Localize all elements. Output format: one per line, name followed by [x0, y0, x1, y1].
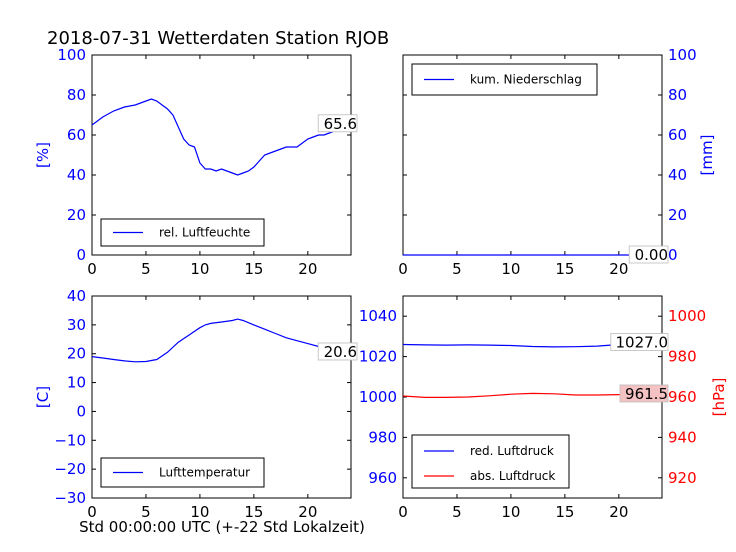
x-tick-label: 15	[555, 503, 574, 521]
series-line-humidity-0	[91, 98, 352, 176]
x-tick-label: 0	[87, 260, 97, 278]
y-right-axis-label: [hPa]	[710, 378, 728, 417]
series-line-temperature-0	[91, 318, 352, 363]
value-annotation: 1027.0	[616, 333, 669, 351]
y-tick-label: 980	[368, 428, 397, 446]
y-tick-label: 40	[668, 166, 687, 184]
y-axis-label: [mm]	[698, 135, 716, 176]
legend-entry: red. Luftdruck	[470, 444, 554, 458]
panel-humidity: 0 5 10 15 20 0 20 40 60 80 100 [%] 65.6 rel. Luftfeuc…	[34, 46, 358, 278]
y-right-tick-label: 960	[668, 388, 697, 406]
figure-title: 2018-07-31 Wetterdaten Station RJOB	[47, 28, 389, 49]
y-right-tick-label: 940	[668, 428, 697, 446]
value-annotation-box	[628, 245, 669, 264]
x-tick-label: 10	[190, 503, 209, 521]
panel-precipitation: 0 5 10 15 20 0 20 40 60 80 100 [mm] 0.00 kum. Nieders…	[398, 46, 716, 278]
x-tick-label: 0	[398, 260, 408, 278]
y-tick-label: 1000	[359, 388, 397, 406]
y-tick-label: 10	[67, 374, 86, 392]
y-tick-label: 40	[67, 287, 86, 305]
x-tick-label: 15	[555, 260, 574, 278]
y-right-tick-label: 980	[668, 348, 697, 366]
panel-temperature: 0 5 10 15 20 −30 −20 −10 0 10 20 30 40 [C] 20.6 Lufttem…	[34, 287, 365, 536]
x-tick-label: 20	[298, 260, 317, 278]
value-annotation: 65.6	[324, 115, 357, 133]
value-annotation-box	[610, 333, 669, 351]
y-tick-label: 60	[668, 126, 687, 144]
x-tick-label: 15	[244, 260, 263, 278]
value-annotation-box	[619, 384, 669, 403]
value-annotation-box	[317, 342, 358, 361]
y-right-tick-label: 920	[668, 469, 697, 487]
x-tick-label: 20	[609, 503, 628, 521]
x-tick-label: 5	[452, 260, 462, 278]
y-tick-label: 20	[67, 345, 86, 363]
value-annotation: 0.00	[635, 246, 668, 264]
y-tick-label: 30	[67, 316, 86, 334]
y-tick-label: 20	[67, 206, 86, 224]
x-tick-label: 10	[190, 260, 209, 278]
series-line-pressure-1	[402, 392, 663, 398]
legend-entry: Lufttemperatur	[159, 466, 250, 480]
y-tick-label: 100	[57, 46, 86, 64]
legend-entry: abs. Luftdruck	[470, 469, 555, 483]
legend-entry: kum. Niederschlag	[470, 73, 582, 87]
y-axis-label: [%]	[34, 142, 52, 168]
legend-box	[411, 434, 570, 489]
value-annotation-box	[317, 114, 358, 133]
y-tick-label: −20	[54, 460, 86, 478]
y-tick-label: −10	[54, 431, 86, 449]
x-tick-label: 5	[452, 503, 462, 521]
legend-entry: rel. Luftfeuchte	[159, 226, 250, 240]
x-tick-label: 0	[398, 503, 408, 521]
x-tick-label: 15	[244, 503, 263, 521]
y-tick-label: 0	[668, 246, 678, 264]
y-tick-label: 1020	[359, 348, 397, 366]
x-tick-label: 20	[609, 260, 628, 278]
y-tick-label: −30	[54, 489, 86, 507]
y-tick-label: 20	[668, 206, 687, 224]
value-annotation: 20.6	[324, 343, 357, 361]
y-tick-label: 60	[67, 126, 86, 144]
x-tick-label: 10	[501, 260, 520, 278]
x-tick-label: 0	[87, 503, 97, 521]
y-tick-label: 40	[67, 166, 86, 184]
panel-pressure: 0 5 10 15 2096098010001020104092094096098010…	[359, 295, 728, 521]
y-right-tick-label: 1000	[668, 307, 706, 325]
x-tick-label: 20	[298, 503, 317, 521]
value-annotation: 961.5	[625, 385, 668, 403]
x-axis-label: Std 00:00:00 UTC (+-22 Std Lokalzeit)	[79, 518, 365, 536]
y-tick-label: 0	[76, 246, 86, 264]
y-tick-label: 80	[67, 86, 86, 104]
y-tick-label: 1040	[359, 307, 397, 325]
y-tick-label: 100	[668, 46, 697, 64]
x-tick-label: 5	[141, 260, 151, 278]
x-tick-label: 5	[141, 503, 151, 521]
y-tick-label: 960	[368, 469, 397, 487]
y-tick-label: 0	[76, 402, 86, 420]
y-axis-label: [C]	[34, 386, 52, 408]
y-tick-label: 80	[668, 86, 687, 104]
x-tick-label: 10	[501, 503, 520, 521]
